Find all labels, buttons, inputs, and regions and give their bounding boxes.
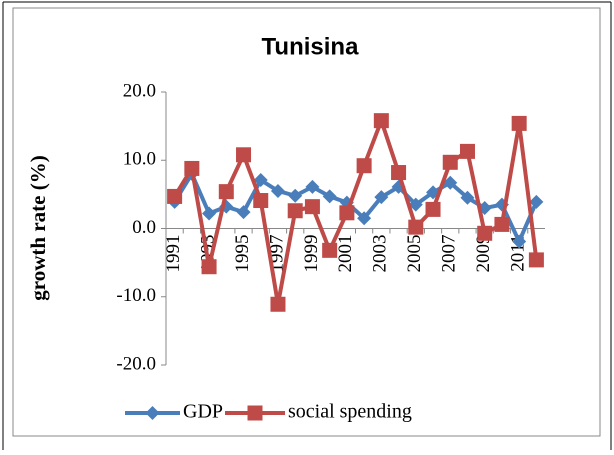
- point: [287, 203, 303, 219]
- x-tick-label: 1999: [301, 235, 322, 273]
- series-line: [172, 171, 539, 244]
- x-tick-label: 2009: [473, 235, 494, 273]
- point: [184, 160, 200, 176]
- point: [442, 154, 458, 170]
- x-tick-label: 2007: [439, 235, 460, 273]
- point: [356, 158, 372, 174]
- point: [408, 197, 423, 212]
- point: [236, 205, 251, 220]
- legend-label: GDP: [183, 401, 223, 423]
- y-tick-label: 20.0: [123, 80, 156, 101]
- legend-marker: [247, 405, 263, 421]
- point: [512, 234, 527, 249]
- point: [460, 190, 475, 205]
- y-tick-label: 10.0: [123, 149, 156, 170]
- x-tick-label: 1995: [232, 235, 253, 273]
- x-tick-label: 2005: [404, 235, 425, 273]
- y-tick-label: 0.0: [132, 217, 156, 238]
- point: [304, 199, 320, 215]
- series-line: [172, 118, 539, 307]
- y-tick-label: -10.0: [116, 285, 156, 306]
- point: [218, 184, 234, 200]
- point: [322, 189, 337, 204]
- point: [408, 219, 424, 235]
- point: [288, 188, 303, 203]
- point: [357, 211, 372, 226]
- point: [477, 225, 493, 241]
- point: [391, 165, 407, 181]
- x-tick-label: 1991: [163, 235, 184, 273]
- y-tick-label: -20.0: [116, 353, 156, 374]
- point: [425, 201, 441, 217]
- point: [253, 173, 268, 188]
- point: [339, 205, 355, 221]
- point: [459, 143, 475, 159]
- point: [167, 188, 183, 204]
- point: [528, 252, 544, 268]
- point: [253, 193, 269, 209]
- point: [373, 113, 389, 129]
- x-tick-label: 2003: [370, 235, 391, 273]
- point: [511, 115, 527, 131]
- y-axis-label: growth rate (%): [26, 155, 50, 300]
- point: [201, 259, 217, 275]
- point: [322, 242, 338, 258]
- chart-border: [12, 7, 601, 437]
- point: [374, 190, 389, 205]
- point: [202, 206, 217, 221]
- point: [305, 179, 320, 194]
- x-tick-label: 2001: [335, 235, 356, 273]
- legend-marker: [145, 406, 160, 420]
- point: [494, 216, 510, 232]
- legend-label: social spending: [288, 401, 412, 423]
- point: [443, 175, 458, 190]
- point: [529, 194, 544, 209]
- point: [270, 183, 285, 198]
- point: [270, 296, 286, 312]
- point: [236, 147, 252, 163]
- chart-title: Tunisina: [262, 33, 360, 60]
